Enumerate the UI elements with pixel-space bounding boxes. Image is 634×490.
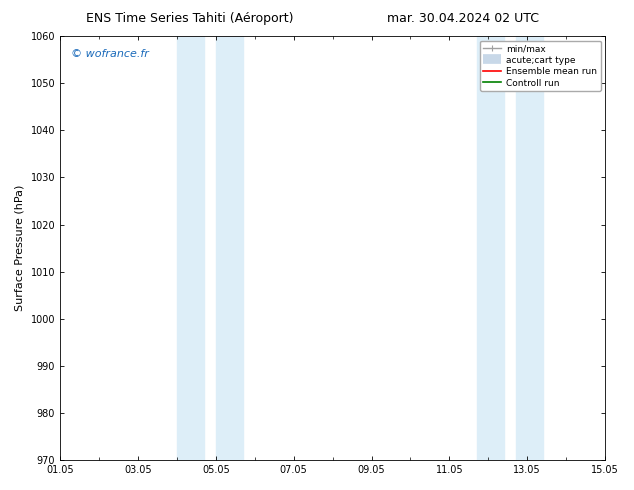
Y-axis label: Surface Pressure (hPa): Surface Pressure (hPa) [15,185,25,311]
Bar [515,36,543,460]
Bar [216,36,243,460]
Text: ENS Time Series Tahiti (Aéroport): ENS Time Series Tahiti (Aéroport) [86,12,294,25]
Text: © wofrance.fr: © wofrance.fr [71,49,149,59]
Bar [177,36,204,460]
Text: mar. 30.04.2024 02 UTC: mar. 30.04.2024 02 UTC [387,12,539,25]
Legend: min/max, acute;cart type, Ensemble mean run, Controll run: min/max, acute;cart type, Ensemble mean … [480,41,600,91]
Bar [477,36,504,460]
